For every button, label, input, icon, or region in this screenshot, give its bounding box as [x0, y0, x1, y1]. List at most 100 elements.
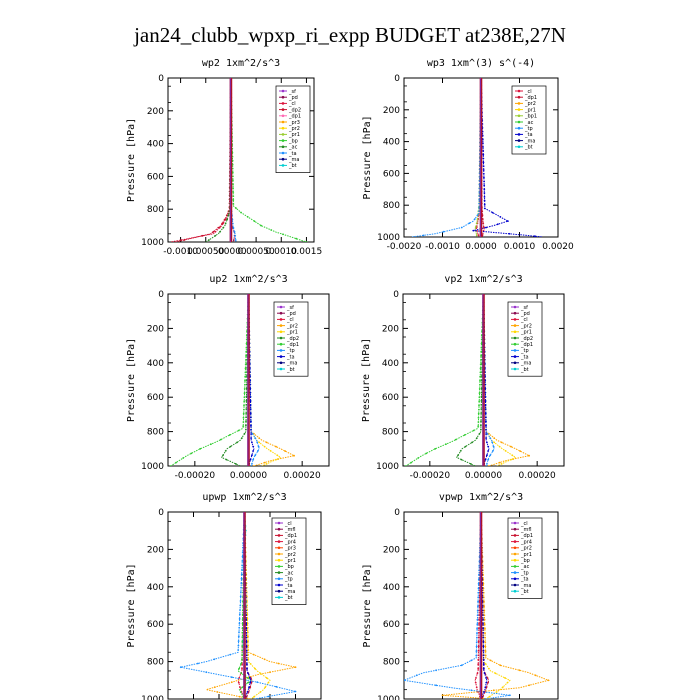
legend-label: _bp1 — [524, 114, 537, 120]
data-point — [210, 443, 212, 446]
data-point — [487, 681, 489, 684]
data-point — [238, 618, 241, 620]
legend-marker — [281, 95, 285, 99]
data-point — [476, 632, 478, 635]
data-point — [480, 338, 483, 341]
data-point — [239, 600, 242, 602]
legend-marker — [279, 342, 283, 346]
data-point — [245, 404, 248, 406]
data-point — [275, 445, 277, 448]
data-point — [483, 196, 486, 198]
data-point — [293, 454, 295, 457]
data-point — [214, 234, 217, 237]
legend: _sf_pd_cl_pr2_pr1_dp2_dp1_tp_ta_ma_bt — [507, 301, 543, 377]
chart-panel-1: wp2 1xm^2/s^302004006008001000-0.00100.0… — [126, 58, 322, 257]
data-point — [245, 338, 248, 341]
data-point — [251, 454, 253, 457]
data-point — [245, 428, 247, 431]
y-tick-label: 600 — [147, 172, 164, 182]
data-point — [240, 577, 243, 580]
data-point — [475, 654, 478, 657]
plot-area — [404, 294, 531, 466]
legend: _cl_dp1_pr2_pr1_bp1_ac_tp_ta_ma_bt — [511, 85, 547, 155]
legend-marker — [281, 102, 285, 105]
data-point — [235, 207, 237, 210]
y-tick-label: 800 — [383, 201, 400, 211]
data-point — [477, 582, 480, 585]
data-point — [500, 463, 503, 465]
data-point — [477, 578, 480, 581]
data-point — [504, 677, 506, 679]
data-point — [472, 429, 475, 432]
legend-marker — [281, 133, 285, 136]
legend-marker — [279, 324, 283, 327]
data-point — [441, 694, 444, 697]
data-point — [482, 645, 485, 648]
data-point — [246, 663, 248, 666]
data-point — [246, 667, 248, 670]
legend-marker — [279, 349, 283, 352]
data-point — [240, 591, 242, 593]
legend-marker — [277, 534, 281, 537]
data-point — [270, 229, 273, 231]
series-line-dp1 — [405, 294, 484, 466]
data-point — [477, 425, 480, 427]
data-point — [241, 569, 243, 571]
legend-marker — [279, 330, 283, 334]
panel-title: vp2 1xm^2/s^3 — [444, 274, 522, 285]
data-point — [275, 685, 278, 688]
data-point — [239, 691, 242, 693]
data-point — [479, 375, 482, 378]
y-tick-label: 200 — [147, 107, 164, 117]
data-point — [483, 176, 485, 179]
data-point — [218, 226, 221, 229]
data-point — [483, 614, 486, 617]
data-point — [482, 165, 485, 168]
legend-label: _ac — [520, 564, 530, 570]
y-tick-label: 600 — [147, 620, 164, 630]
data-point — [482, 146, 484, 148]
data-point — [252, 450, 255, 452]
data-point — [435, 669, 437, 672]
data-point — [245, 350, 248, 353]
legend-marker — [517, 126, 521, 130]
data-point — [485, 433, 487, 435]
data-point — [238, 613, 241, 616]
legend-marker — [279, 336, 283, 340]
data-point — [232, 203, 235, 205]
data-point — [475, 645, 478, 648]
legend-marker — [277, 558, 281, 562]
data-point — [240, 573, 243, 576]
data-point — [248, 686, 250, 689]
legend-label: _bt — [520, 589, 529, 595]
data-point — [477, 649, 480, 652]
legend-label: _cl — [286, 317, 294, 323]
data-point — [484, 400, 487, 402]
legend-marker — [281, 126, 285, 130]
legend-label: _ma — [520, 361, 531, 367]
data-point — [249, 412, 252, 415]
y-tick-label: 1000 — [376, 462, 399, 472]
data-point — [251, 441, 253, 444]
legend-marker — [517, 145, 521, 149]
data-point — [245, 645, 248, 648]
panel-title: wp3 1xm^(3) s^(-4) — [427, 58, 535, 69]
data-point — [491, 211, 494, 214]
data-point — [479, 383, 481, 386]
y-tick-label: 1000 — [377, 695, 400, 700]
data-point — [249, 404, 252, 407]
data-point — [483, 623, 486, 626]
data-point — [478, 392, 481, 394]
data-point — [464, 445, 467, 448]
data-point — [245, 395, 248, 398]
legend-marker — [279, 361, 283, 365]
data-point — [483, 184, 486, 187]
data-point — [246, 691, 249, 693]
data-point — [470, 689, 473, 692]
data-point — [477, 412, 480, 415]
legend-marker — [281, 139, 285, 142]
x-tick-label: 0.0010 — [266, 247, 298, 257]
data-point — [228, 434, 231, 436]
legend: _sf_pd_cl_dp2_dp1_pr3_pr2_pr1_bp_ac_ta_m… — [275, 85, 311, 173]
